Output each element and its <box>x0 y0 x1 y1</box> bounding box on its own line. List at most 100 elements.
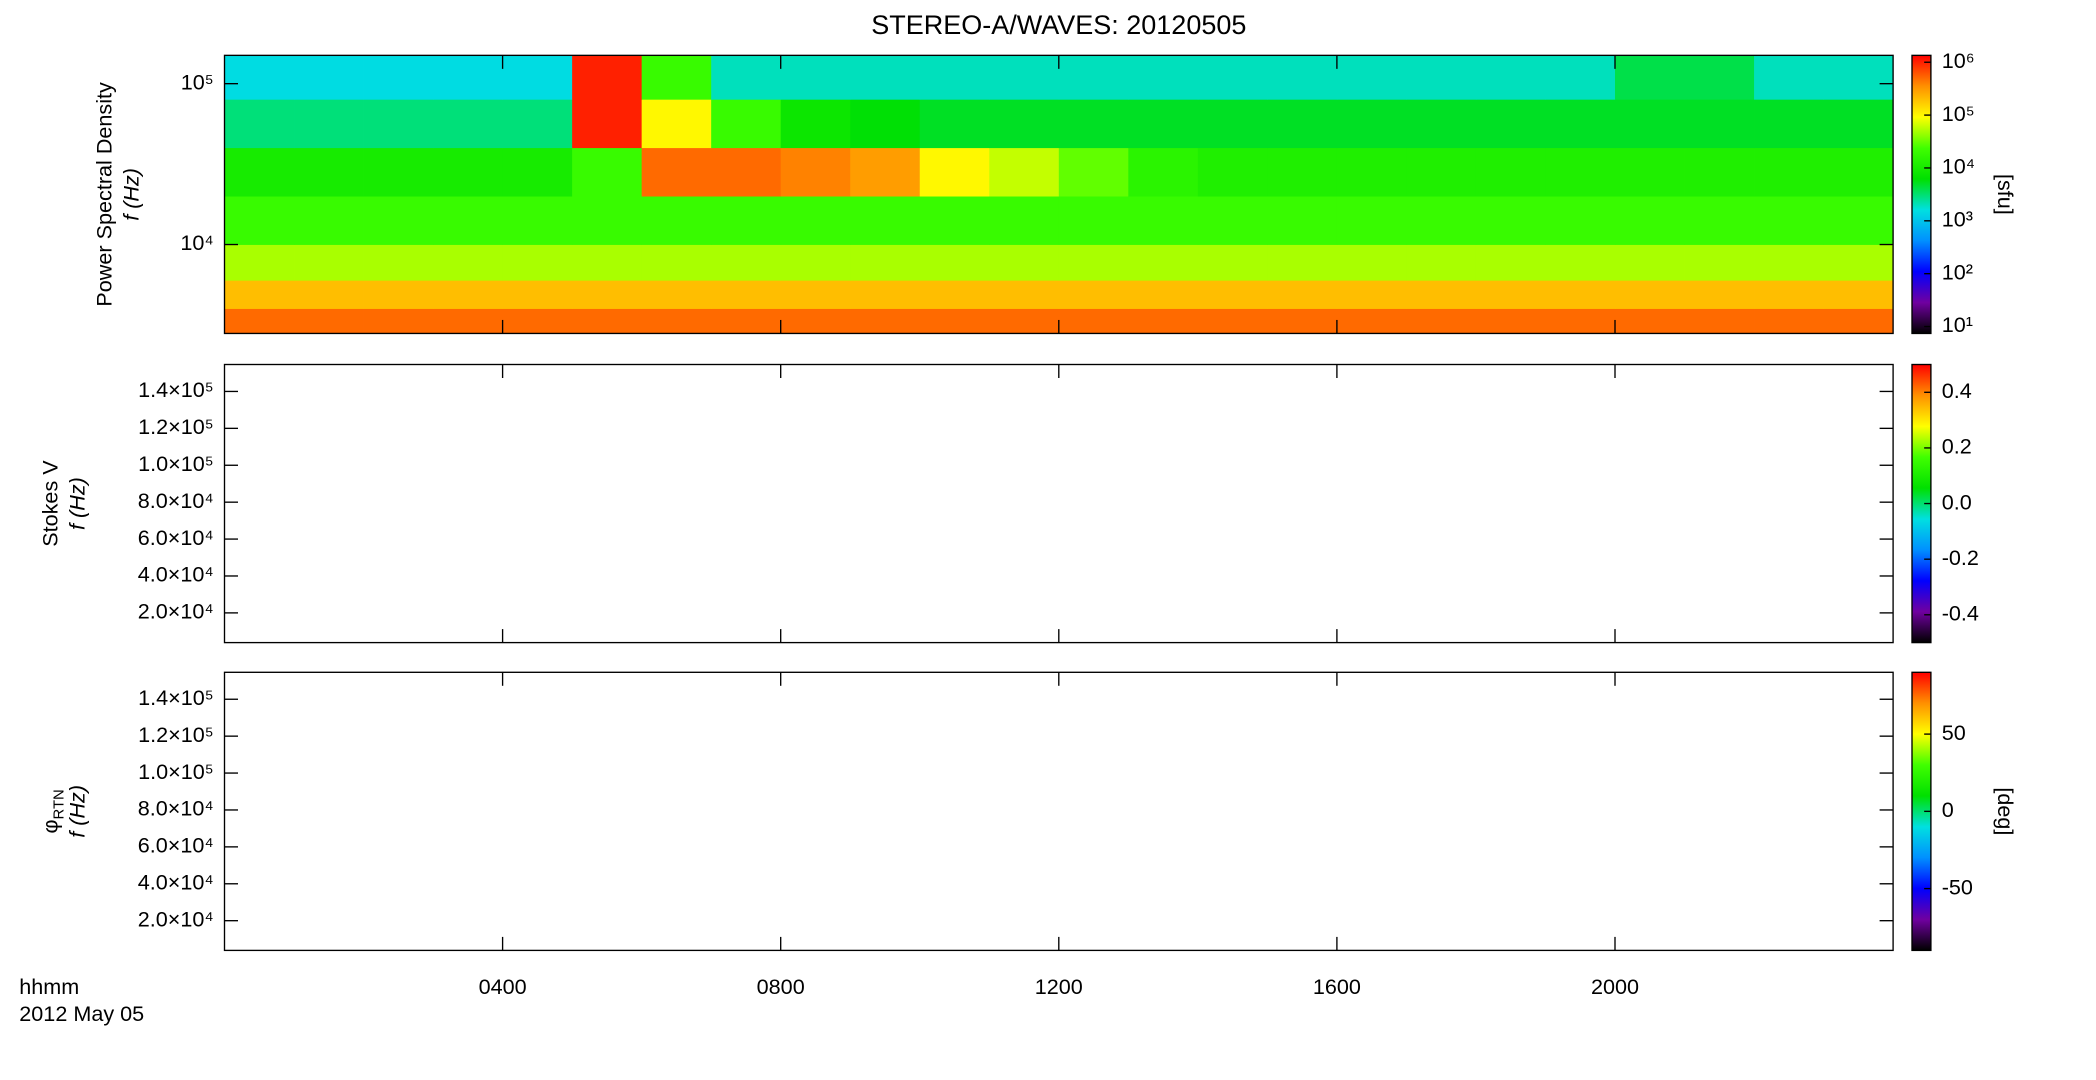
heatmap-cell <box>1823 147 1894 197</box>
x-axis-label: hhmm <box>19 974 79 999</box>
heatmap-cell <box>572 280 643 309</box>
plot-frame <box>223 363 1894 644</box>
heatmap-cell <box>294 280 364 309</box>
heatmap-cell <box>641 99 712 149</box>
heatmap-cell <box>1823 55 1894 100</box>
y-tick-label: 2.0×10⁴ <box>138 599 214 624</box>
heatmap-cell <box>502 99 573 149</box>
heatmap-cell <box>711 99 782 149</box>
heatmap-cell <box>1684 196 1755 245</box>
y-axis-label: φRTN <box>37 789 67 833</box>
heatmap-cell <box>1267 196 1338 245</box>
heatmap-cell <box>572 147 643 197</box>
heatmap-cell <box>502 280 573 309</box>
colorbar-tick-label: 0.2 <box>1942 434 1972 459</box>
heatmap-cell <box>989 244 1060 281</box>
heatmap-cell <box>363 244 434 281</box>
y-tick-label: 2.0×10⁴ <box>138 906 214 931</box>
heatmap-cell <box>780 280 851 309</box>
heatmap-cell <box>1058 280 1129 309</box>
heatmap-cell <box>919 244 990 281</box>
heatmap-cell <box>1406 308 1477 334</box>
heatmap-cell <box>1128 147 1199 197</box>
y-axis-label-text: Power Spectral Density <box>91 82 116 307</box>
heatmap-cell <box>989 55 1060 100</box>
heatmap-cell <box>780 244 851 281</box>
heatmap-cell <box>1754 99 1824 149</box>
heatmap-cell <box>1197 244 1268 281</box>
heatmap-cell <box>433 244 504 281</box>
heatmap-cell <box>1684 55 1755 100</box>
heatmap-cell <box>711 196 782 245</box>
heatmap-cell <box>363 308 434 334</box>
heatmap-cell <box>1684 308 1755 334</box>
heatmap-cell <box>1475 280 1546 309</box>
heatmap-cell <box>1128 55 1199 100</box>
heatmap-cell <box>1128 280 1199 309</box>
heatmap-cell <box>711 244 782 281</box>
heatmap-cell <box>1336 308 1407 334</box>
heatmap-cell <box>433 55 504 100</box>
heatmap-cell <box>1684 147 1755 197</box>
y-axis-label-text: φ <box>37 819 62 833</box>
heatmap-cell <box>572 244 643 281</box>
heatmap-cell <box>850 244 921 281</box>
heatmap-cell <box>919 280 990 309</box>
heatmap-cell <box>641 280 712 309</box>
colorbar-tick-label: -0.4 <box>1942 600 1979 625</box>
heatmap-cell <box>1475 147 1546 197</box>
heatmap-cell <box>1475 99 1546 149</box>
y-tick-label: 1.0×10⁵ <box>138 451 214 476</box>
heatmap-cell <box>1267 55 1338 100</box>
heatmap-cell <box>502 147 573 197</box>
heatmap-cell <box>294 99 364 149</box>
heatmap-cell <box>1823 280 1894 309</box>
heatmap-cell <box>919 147 990 197</box>
heatmap-cell <box>1406 196 1477 245</box>
heatmap-cell <box>1823 196 1894 245</box>
heatmap-cell <box>850 196 921 245</box>
heatmap-cell <box>641 147 712 197</box>
chart-title: STEREO-A/WAVES: 20120505 <box>871 10 1246 40</box>
colorbar-tick-label: 50 <box>1942 720 1966 745</box>
date-label: 2012 May 05 <box>19 1001 144 1026</box>
heatmap-cell <box>502 308 573 334</box>
heatmap-cell <box>850 55 921 100</box>
y-tick-label: 1.2×10⁵ <box>138 722 214 747</box>
heatmap-cell <box>780 99 851 149</box>
heatmap-cell <box>1406 147 1477 197</box>
y-tick-label: 4.0×10⁴ <box>138 869 214 894</box>
heatmap-cell <box>1058 196 1129 245</box>
heatmap-cell <box>1754 196 1824 245</box>
heatmap-cell <box>1754 280 1824 309</box>
heatmap-cell <box>1754 55 1824 100</box>
heatmap-cell <box>1545 308 1616 334</box>
heatmap-cell <box>1545 244 1616 281</box>
heatmap-cell <box>572 55 643 100</box>
heatmap-cell <box>1197 99 1268 149</box>
colorbar-tick-label: 0.4 <box>1942 378 1972 403</box>
heatmap-cell <box>433 280 504 309</box>
heatmap-cell <box>1336 99 1407 149</box>
heatmap-cell <box>224 99 295 149</box>
colorbar-tick-label: -0.2 <box>1942 545 1979 570</box>
heatmap-cell <box>1197 280 1268 309</box>
y-tick-label: 1.4×10⁵ <box>138 685 214 710</box>
y-axis-sublabel: f (Hz) <box>64 477 89 530</box>
x-tick-label: 0800 <box>757 974 805 999</box>
heatmap-cell <box>224 280 295 309</box>
heatmap-cell <box>711 55 782 100</box>
heatmap-cell <box>850 280 921 309</box>
heatmap-cell <box>780 147 851 197</box>
heatmap-cell <box>363 196 434 245</box>
heatmap-cell <box>294 55 364 100</box>
heatmap-cell <box>919 55 990 100</box>
y-tick-label: 8.0×10⁴ <box>138 796 214 821</box>
y-axis-sublabel: f (Hz) <box>118 168 143 221</box>
heatmap-cell <box>1406 99 1477 149</box>
y-axis-label: Stokes V <box>37 460 62 547</box>
colorbar-tick-label: 10⁵ <box>1942 101 1975 126</box>
heatmap-cell <box>711 280 782 309</box>
